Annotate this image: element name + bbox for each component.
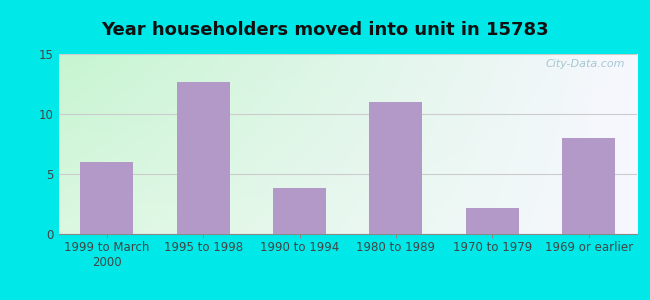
Text: Year householders moved into unit in 15783: Year householders moved into unit in 157… xyxy=(101,21,549,39)
Bar xyxy=(562,138,616,234)
Text: City-Data.com: City-Data.com xyxy=(546,59,625,69)
Bar xyxy=(80,162,133,234)
Bar xyxy=(177,82,229,234)
Bar xyxy=(466,208,519,234)
Bar xyxy=(369,102,423,234)
Bar xyxy=(273,188,326,234)
